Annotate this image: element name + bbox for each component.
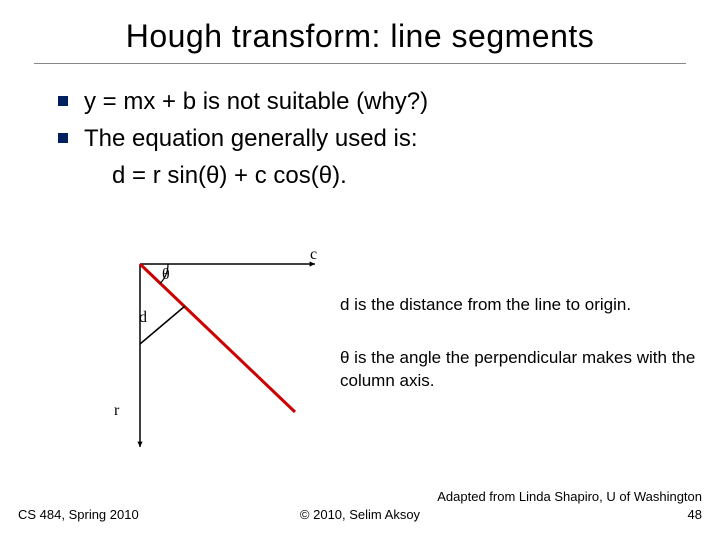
annotation-text: θ is the angle the perpendicular makes w… bbox=[340, 347, 700, 393]
annotation-block: d is the distance from the line to origi… bbox=[340, 294, 700, 423]
bullet-icon bbox=[58, 133, 68, 143]
distance-label-d: d bbox=[139, 309, 147, 327]
axis-label-c: c bbox=[310, 246, 317, 264]
angle-label-theta: θ bbox=[162, 266, 170, 284]
footer-attribution: Adapted from Linda Shapiro, U of Washing… bbox=[437, 489, 702, 504]
page-title: Hough transform: line segments bbox=[34, 18, 686, 55]
list-item: The equation generally used is: bbox=[58, 123, 686, 154]
horizontal-rule bbox=[34, 63, 686, 64]
annotation-text: d is the distance from the line to origi… bbox=[340, 294, 700, 317]
geometry-diagram: c r d θ bbox=[130, 252, 320, 452]
axis-label-r: r bbox=[114, 402, 119, 420]
bullet-list: y = mx + b is not suitable (why?) The eq… bbox=[34, 86, 686, 192]
footer-center: © 2010, Selim Aksoy bbox=[0, 507, 720, 522]
page-number: 48 bbox=[688, 507, 702, 522]
equation-text: d = r sin(θ) + c cos(θ). bbox=[58, 160, 686, 191]
list-item: y = mx + b is not suitable (why?) bbox=[58, 86, 686, 117]
diagram-svg bbox=[130, 252, 320, 452]
bullet-text: The equation generally used is: bbox=[84, 123, 418, 154]
slide: Hough transform: line segments y = mx + … bbox=[0, 0, 720, 540]
bullet-icon bbox=[58, 96, 68, 106]
bullet-text: y = mx + b is not suitable (why?) bbox=[84, 86, 428, 117]
